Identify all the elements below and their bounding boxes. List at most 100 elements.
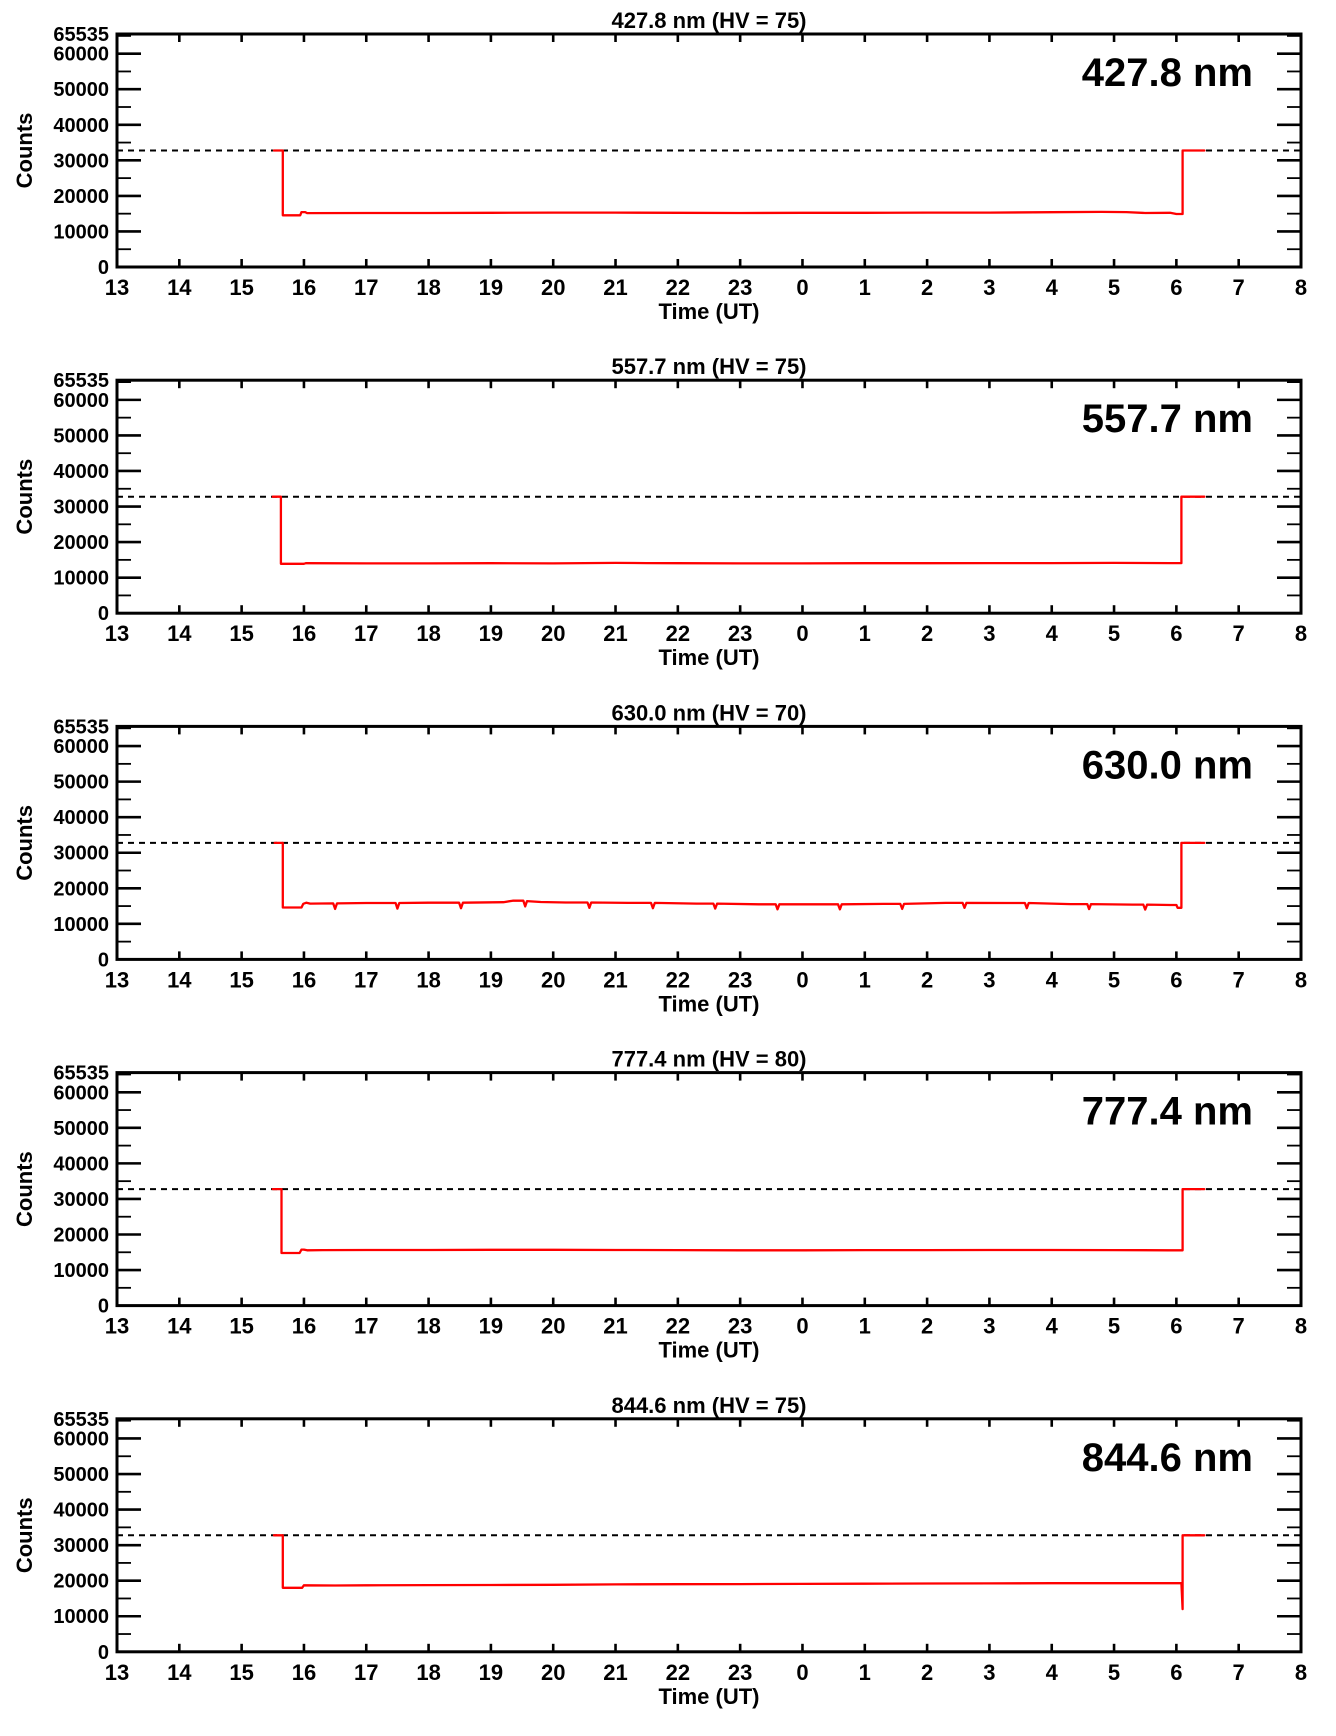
x-tick-label: 7 [1233,967,1245,992]
y-tick-label: 0 [98,1642,109,1664]
y-axis-label: Counts [12,113,37,189]
x-tick-label: 13 [105,275,129,300]
x-tick-label: 19 [479,1660,503,1685]
counts-trace [272,1534,1206,1611]
x-tick-label: 0 [796,1314,808,1339]
x-tick-label: 14 [167,967,192,992]
x-tick-label: 2 [921,1314,933,1339]
x-tick-label: 14 [167,621,192,646]
x-tick-label: 21 [603,1314,627,1339]
x-tick-label: 4 [1046,275,1059,300]
y-tick-label: 60000 [53,736,109,758]
x-tick-label: 8 [1295,275,1307,300]
x-tick-label: 7 [1233,1660,1245,1685]
y-tick-label: 40000 [53,807,109,829]
y-tick-label: 10000 [53,221,109,243]
y-axis-label: Counts [12,459,37,535]
y-tick-label: 60000 [53,1082,109,1104]
x-tick-label: 3 [983,967,995,992]
x-tick-label: 0 [796,967,808,992]
y-tick-label: 0 [98,257,109,279]
y-tick-label: 40000 [53,115,109,137]
counts-trace [271,495,1206,565]
x-tick-label: 1 [859,1660,871,1685]
x-tick-label: 23 [728,1660,752,1685]
y-tick-label: 20000 [53,878,109,900]
x-tick-label: 13 [105,1660,129,1685]
plot-title: 557.7 nm (HV = 75) [611,354,806,379]
y-tick-label: 30000 [53,497,109,519]
x-tick-label: 6 [1170,1660,1182,1685]
plot-title: 777.4 nm (HV = 80) [611,1047,806,1072]
x-tick-label: 19 [479,1314,503,1339]
plot-title: 427.8 nm (HV = 75) [611,8,806,33]
x-tick-label: 20 [541,1314,565,1339]
x-tick-label: 20 [541,967,565,992]
y-tick-label: 0 [98,949,109,971]
x-tick-label: 15 [229,275,253,300]
x-tick-label: 7 [1233,275,1245,300]
x-tick-label: 0 [796,1660,808,1685]
x-tick-label: 14 [167,1314,192,1339]
plot-title: 630.0 nm (HV = 70) [611,700,806,725]
x-tick-label: 18 [416,1660,440,1685]
y-tick-label: 40000 [53,1153,109,1175]
x-tick-label: 1 [859,1314,871,1339]
y-tick-label: 10000 [53,568,109,590]
x-tick-label: 6 [1170,1314,1182,1339]
counts-trace [273,841,1206,911]
axis-box [115,724,1303,961]
x-axis-label: Time (UT) [658,1338,759,1363]
wavelength-corner-label: 844.6 nm [1082,1436,1253,1480]
x-tick-label: 8 [1295,967,1307,992]
y-tick-label: 0 [98,603,109,625]
y-tick-label: 65535 [53,1063,109,1085]
x-tick-label: 22 [666,621,690,646]
x-tick-label: 23 [728,275,752,300]
x-tick-label: 18 [416,275,440,300]
y-tick-label: 60000 [53,1428,109,1450]
x-axis-label: Time (UT) [658,299,759,324]
x-tick-label: 20 [541,275,565,300]
x-tick-label: 17 [354,1660,378,1685]
x-tick-label: 3 [983,621,995,646]
x-tick-label: 21 [603,967,627,992]
x-axis-label: Time (UT) [658,991,759,1016]
x-tick-label: 17 [354,1314,378,1339]
x-tick-label: 13 [105,967,129,992]
x-tick-label: 5 [1108,1660,1120,1685]
x-tick-label: 6 [1170,967,1182,992]
wavelength-corner-label: 427.8 nm [1082,51,1253,95]
x-tick-label: 1 [859,621,871,646]
x-tick-label: 5 [1108,275,1120,300]
x-tick-label: 2 [921,967,933,992]
x-tick-label: 7 [1233,621,1245,646]
wavelength-corner-label: 630.0 nm [1082,743,1253,787]
x-tick-label: 5 [1108,621,1120,646]
counts-trace [272,149,1206,217]
x-tick-label: 15 [229,967,253,992]
x-tick-label: 4 [1046,967,1059,992]
x-tick-label: 15 [229,1660,253,1685]
y-tick-label: 10000 [53,914,109,936]
x-tick-label: 21 [603,621,627,646]
axis-box [115,1417,1303,1654]
x-tick-label: 23 [728,1314,752,1339]
x-tick-label: 8 [1295,1314,1307,1339]
x-tick-label: 2 [921,275,933,300]
x-tick-label: 19 [479,967,503,992]
x-tick-label: 1 [859,275,871,300]
axis-box [115,32,1303,269]
y-tick-label: 50000 [53,1118,109,1140]
x-tick-label: 4 [1046,621,1059,646]
x-tick-label: 0 [796,621,808,646]
x-tick-label: 5 [1108,1314,1120,1339]
x-tick-label: 16 [292,967,316,992]
x-tick-label: 19 [479,621,503,646]
x-tick-label: 13 [105,621,129,646]
x-axis-label: Time (UT) [658,645,759,670]
